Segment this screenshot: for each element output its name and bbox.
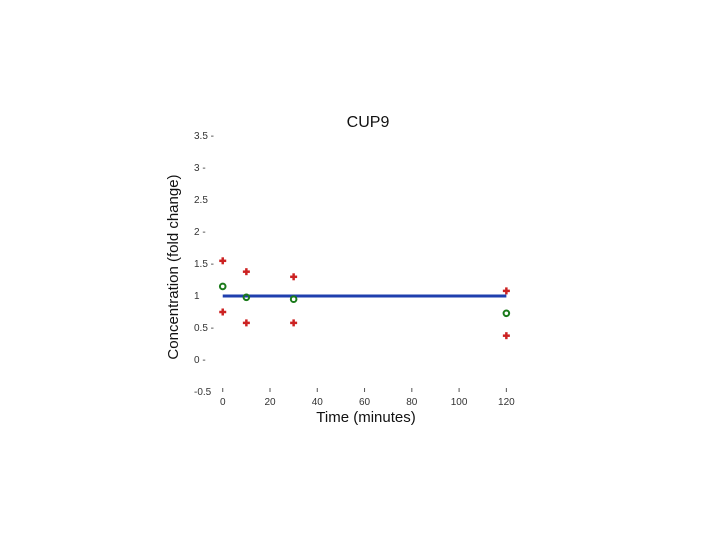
- y-tick-label: 2 -: [194, 227, 206, 238]
- x-tick-label: 20: [264, 397, 276, 408]
- y-tick-label: 3 -: [194, 163, 206, 174]
- cross-point: [502, 287, 510, 295]
- x-tick-label: 100: [451, 397, 468, 408]
- y-tick-label: 0 -: [194, 355, 206, 366]
- x-tick-label: 120: [498, 397, 515, 408]
- y-tick-label: 2.5: [194, 195, 208, 206]
- y-tick-label: 1.5 -: [194, 259, 214, 270]
- cross-point: [242, 319, 250, 327]
- circle-point: [289, 295, 298, 304]
- circle-point: [218, 282, 227, 291]
- cross-point: [242, 268, 250, 276]
- y-tick-label: -0.5: [194, 387, 212, 398]
- x-axis-label: Time (minutes): [316, 409, 415, 426]
- chart-title: CUP9: [347, 114, 390, 131]
- y-axis-label: Concentration (fold change): [165, 174, 182, 359]
- y-tick-label: 3.5 -: [194, 131, 214, 142]
- x-tick-label: 60: [359, 397, 371, 408]
- data-points: [218, 257, 511, 340]
- y-axis-ticks: 3.5 - 3 - 2.5 2 - 1.5 - 1 0.5 - 0 - -0.5: [194, 131, 214, 398]
- y-tick-label: 0.5 -: [194, 323, 214, 334]
- x-tick-label: 0: [220, 397, 226, 408]
- x-axis-ticks: 0 20 40 60 80 100 120: [220, 388, 515, 408]
- circle-point: [502, 309, 511, 318]
- x-tick-label: 80: [406, 397, 418, 408]
- cross-point: [290, 319, 298, 327]
- cross-point: [219, 257, 227, 265]
- cross-point: [502, 332, 510, 340]
- cross-point: [219, 308, 227, 316]
- y-tick-label: 1: [194, 291, 200, 302]
- cross-point: [290, 273, 298, 281]
- circle-point: [242, 293, 251, 302]
- x-tick-label: 40: [312, 397, 324, 408]
